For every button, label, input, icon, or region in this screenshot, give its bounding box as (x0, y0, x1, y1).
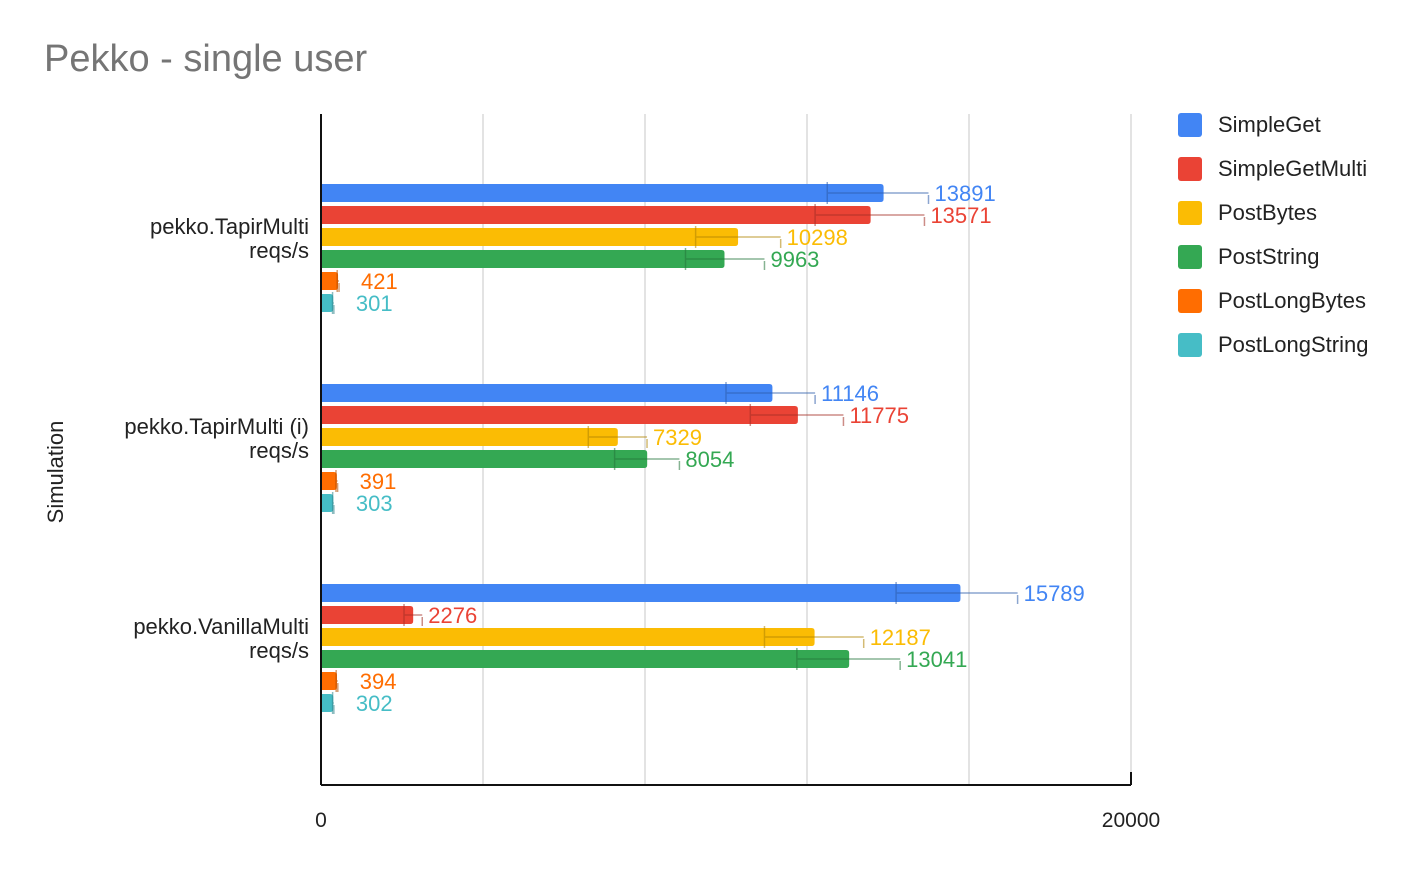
bar-postbytes-pekko-tapirmulti-i (321, 428, 618, 446)
category-label-pekko-tapirmulti-i-line-0: pekko.TapirMulti (i) (124, 414, 309, 439)
bar-simplegetmulti-pekko-tapirmulti-i (321, 406, 798, 424)
legend-label-postlongbytes: PostLongBytes (1218, 288, 1366, 313)
value-label-postlongbytes-pekko-tapirmulti-i: 391 (360, 469, 397, 494)
error-bar-postlongbytes-pekko-vanillamulti (335, 670, 339, 692)
bar-layer (321, 182, 1019, 714)
legend-swatch-simpleget (1178, 113, 1202, 137)
legend-swatch-simplegetmulti (1178, 157, 1202, 181)
error-bar-simplegetmulti-pekko-tapirmulti-i (749, 404, 845, 426)
bar-simpleget-pekko-vanillamulti (321, 584, 961, 602)
error-bar-postlongstring-pekko-vanillamulti (331, 692, 335, 714)
error-bar-postlongstring-pekko-tapirmulti-i (331, 492, 335, 514)
error-bar-postlongstring-pekko-tapirmulti (331, 292, 335, 314)
legend-swatch-postbytes (1178, 201, 1202, 225)
legend-swatch-postlongbytes (1178, 289, 1202, 313)
error-bar-poststring-pekko-tapirmulti-i (613, 448, 681, 470)
category-label-pekko-tapirmulti-line-0: pekko.TapirMulti (150, 214, 309, 239)
bar-simpleget-pekko-tapirmulti (321, 184, 884, 202)
value-label-postbytes-pekko-vanillamulti: 12187 (870, 625, 931, 650)
value-label-postbytes-pekko-tapirmulti-i: 7329 (653, 425, 702, 450)
value-label-simpleget-pekko-vanillamulti: 15789 (1024, 581, 1085, 606)
bar-postlongstring-pekko-tapirmulti-i (321, 494, 334, 512)
category-label-pekko-tapirmulti-line-1: reqs/s (249, 238, 309, 263)
error-bar-simpleget-pekko-tapirmulti-i (725, 382, 816, 404)
legend-label-simplegetmulti: SimpleGetMulti (1218, 156, 1367, 181)
grid-layer (482, 114, 1132, 785)
legend-swatch-postlongstring (1178, 333, 1202, 357)
value-label-simplegetmulti-pekko-tapirmulti-i: 11775 (849, 403, 909, 428)
bar-postbytes-pekko-vanillamulti (321, 628, 815, 646)
legend-label-postlongstring: PostLongString (1218, 332, 1368, 357)
value-label-simplegetmulti-pekko-tapirmulti: 13571 (930, 203, 991, 228)
error-bar-simpleget-pekko-vanillamulti (895, 582, 1019, 604)
value-label-poststring-pekko-vanillamulti: 13041 (906, 647, 967, 672)
value-label-postlongbytes-pekko-vanillamulti: 394 (360, 669, 397, 694)
value-label-postbytes-pekko-tapirmulti: 10298 (787, 225, 848, 250)
x-tick-label-20000: 20000 (1102, 809, 1160, 832)
bar-poststring-pekko-tapirmulti (321, 250, 725, 268)
value-label-poststring-pekko-tapirmulti-i: 8054 (685, 447, 734, 472)
category-label-pekko-tapirmulti-i-line-1: reqs/s (249, 438, 309, 463)
bar-poststring-pekko-vanillamulti (321, 650, 850, 668)
legend-layer: SimpleGet SimpleGetMulti PostBytes PostStri… (1178, 112, 1368, 357)
value-label-postlongstring-pekko-vanillamulti: 302 (356, 691, 393, 716)
error-bar-poststring-pekko-vanillamulti (796, 648, 901, 670)
error-bar-poststring-pekko-tapirmulti (684, 248, 766, 270)
bar-postlongbytes-pekko-vanillamulti (321, 672, 337, 690)
axis-layer (320, 114, 1132, 786)
error-bar-postlongbytes-pekko-tapirmulti-i (335, 470, 339, 492)
legend-label-simpleget: SimpleGet (1218, 112, 1321, 137)
bar-poststring-pekko-tapirmulti-i (321, 450, 648, 468)
x-tick-label-0: 0 (315, 809, 327, 832)
bar-postbytes-pekko-tapirmulti (321, 228, 739, 246)
bar-postlongstring-pekko-tapirmulti (321, 294, 334, 312)
legend-label-postbytes: PostBytes (1218, 200, 1317, 225)
bar-postlongbytes-pekko-tapirmulti (321, 272, 339, 290)
error-bar-simplegetmulti-pekko-tapirmulti (814, 204, 926, 226)
error-bar-postbytes-pekko-tapirmulti (694, 226, 782, 248)
chart-title: Pekko - single user (44, 38, 368, 80)
error-bar-simpleget-pekko-tapirmulti (826, 182, 930, 204)
error-bar-postlongbytes-pekko-tapirmulti (336, 270, 340, 292)
value-label-postlongbytes-pekko-tapirmulti: 421 (361, 269, 398, 294)
legend-swatch-poststring (1178, 245, 1202, 269)
value-label-postlongstring-pekko-tapirmulti: 301 (356, 291, 393, 316)
error-bar-postbytes-pekko-vanillamulti (763, 626, 865, 648)
category-label-pekko-vanillamulti-line-1: reqs/s (249, 638, 309, 663)
bar-simpleget-pekko-tapirmulti-i (321, 384, 773, 402)
bar-postlongstring-pekko-vanillamulti (321, 694, 334, 712)
value-label-postlongstring-pekko-tapirmulti-i: 303 (356, 491, 393, 516)
error-bar-simplegetmulti-pekko-vanillamulti (403, 604, 423, 626)
bar-postlongbytes-pekko-tapirmulti-i (321, 472, 337, 490)
bar-simplegetmulti-pekko-vanillamulti (321, 606, 414, 624)
legend-label-poststring: PostString (1218, 244, 1320, 269)
bar-simplegetmulti-pekko-tapirmulti (321, 206, 871, 224)
value-label-poststring-pekko-tapirmulti: 9963 (770, 247, 819, 272)
value-label-simpleget-pekko-tapirmulti-i: 11146 (821, 381, 879, 406)
value-label-simpleget-pekko-tapirmulti: 13891 (935, 181, 996, 206)
category-label-pekko-vanillamulti-line-0: pekko.VanillaMulti (133, 614, 309, 639)
value-label-simplegetmulti-pekko-vanillamulti: 2276 (428, 603, 477, 628)
y-axis-title: Simulation (43, 421, 68, 524)
error-bar-postbytes-pekko-tapirmulti-i (587, 426, 648, 448)
